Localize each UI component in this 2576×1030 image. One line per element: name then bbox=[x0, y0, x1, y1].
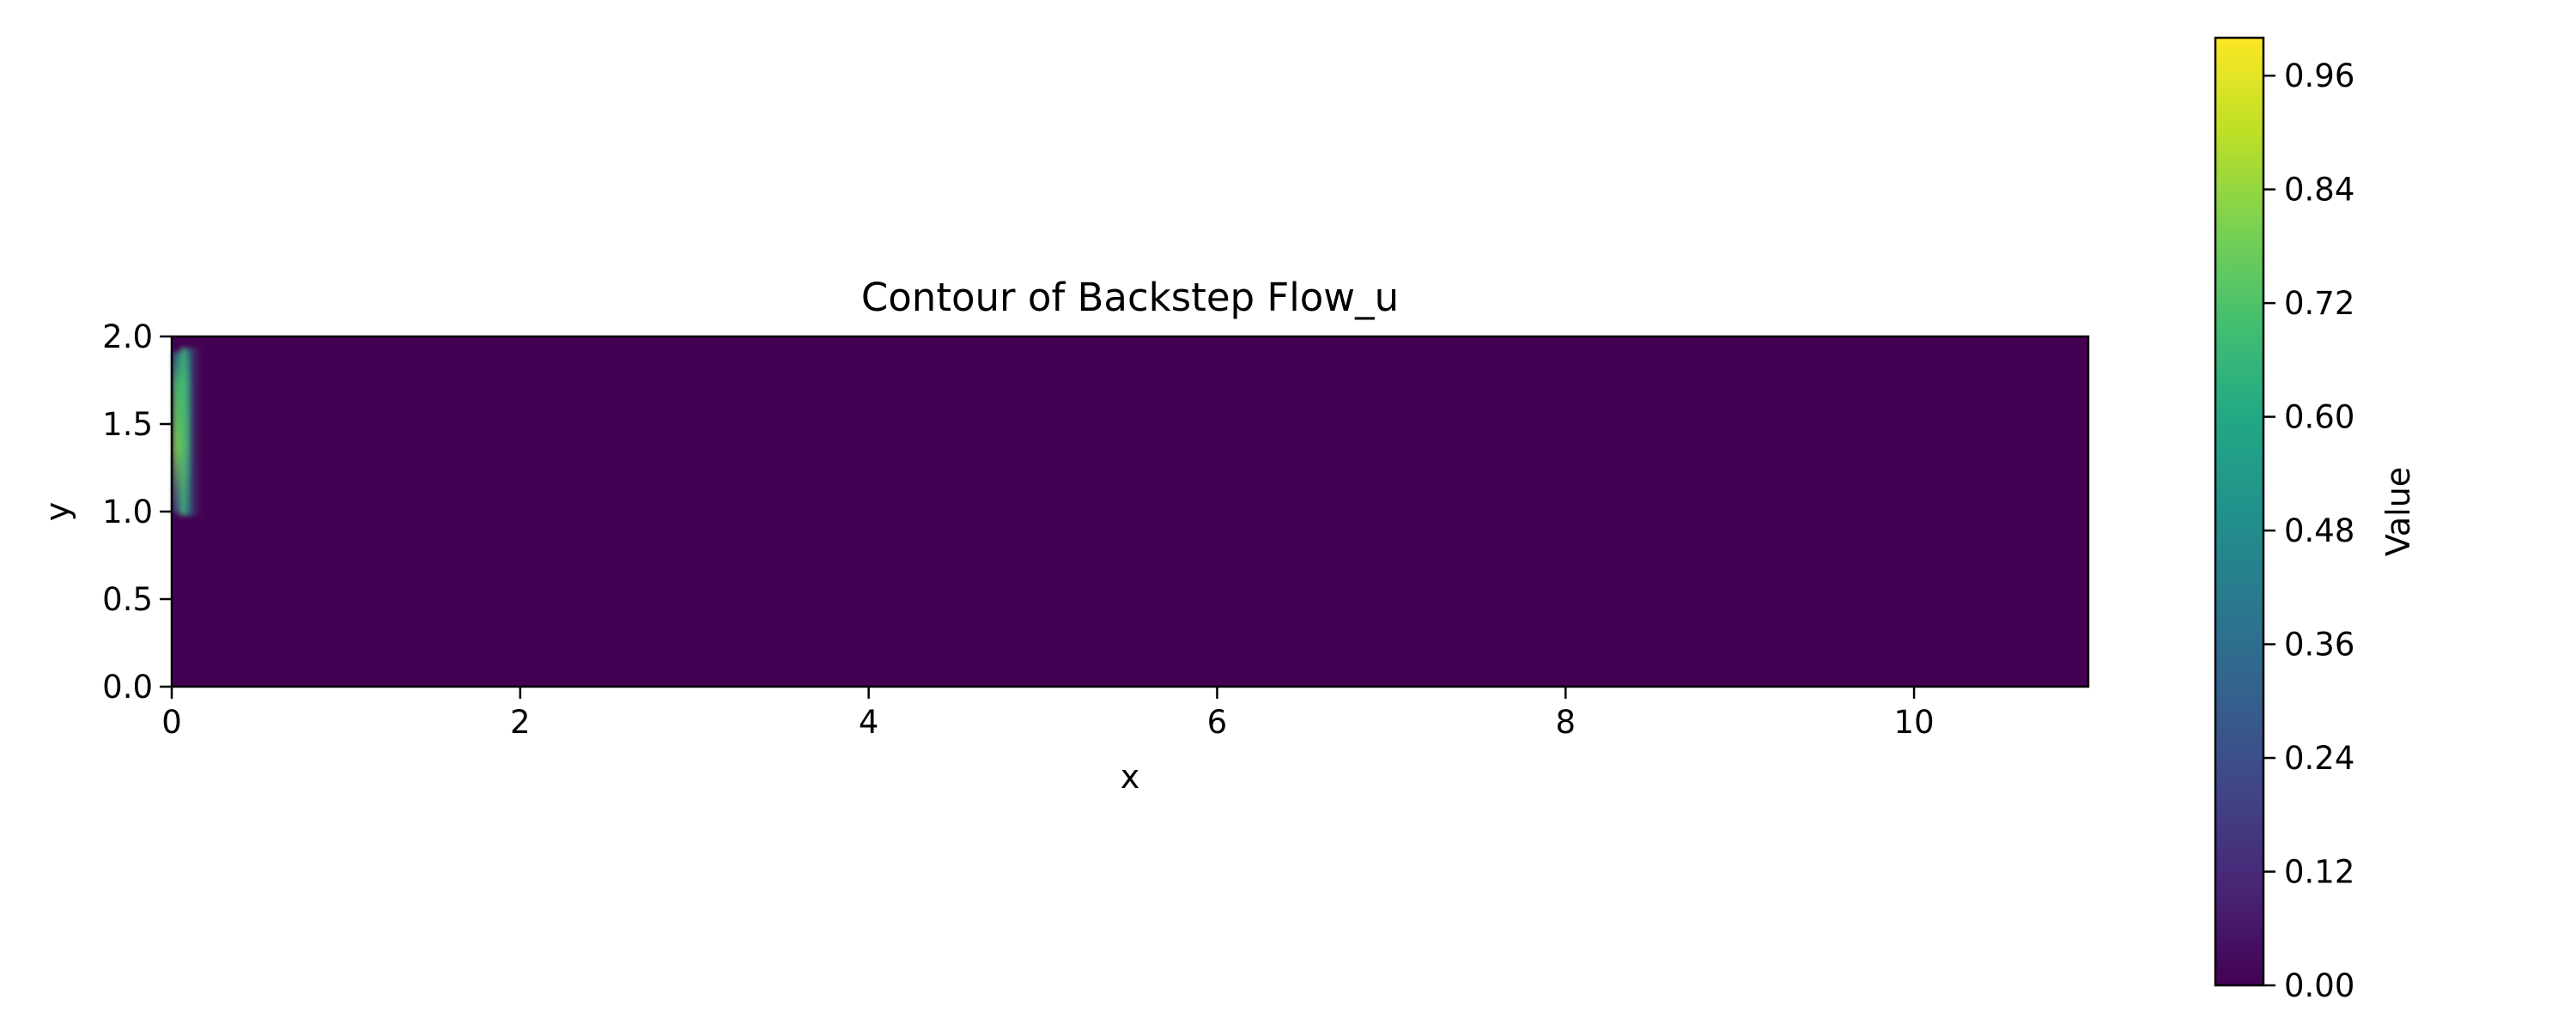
inlet-jet-region bbox=[173, 348, 204, 516]
x-tick-label: 4 bbox=[859, 704, 879, 741]
y-tick-label: 0.5 bbox=[102, 581, 153, 618]
colorbar-tick-label: 0.48 bbox=[2284, 512, 2354, 549]
colorbar-tick-label: 0.72 bbox=[2284, 285, 2354, 322]
x-axis-ticks: 0 2 4 6 8 10 bbox=[161, 687, 1935, 741]
x-tick-label: 2 bbox=[510, 704, 531, 741]
x-tick-label: 0 bbox=[161, 704, 182, 741]
y-axis-ticks: 0.0 0.5 1.0 1.5 2.0 bbox=[102, 318, 172, 706]
x-tick-label: 8 bbox=[1555, 704, 1576, 741]
colorbar-tick-label: 0.36 bbox=[2284, 627, 2354, 663]
colorbar-ticks: 0.00 0.12 0.24 0.36 0.48 0.60 0.72 0.84 0.96 bbox=[2263, 58, 2354, 1004]
colorbar-tick-label: 0.24 bbox=[2284, 740, 2354, 777]
chart-title: Contour of Backstep Flow_u bbox=[861, 275, 1399, 320]
colorbar-tick-label: 0.00 bbox=[2284, 967, 2354, 1004]
colorbar-tick-label: 0.96 bbox=[2284, 58, 2354, 94]
colorbar: 0.00 0.12 0.24 0.36 0.48 0.60 0.72 0.84 0.96 Val… bbox=[2214, 36, 2417, 1004]
plot-area: 0 2 4 6 8 10 0.0 0.5 1.0 1.5 2.0 bbox=[102, 318, 2090, 741]
y-tick-label: 2.0 bbox=[102, 318, 153, 355]
y-tick-label: 0.0 bbox=[102, 669, 153, 706]
inlet-jet-fringe bbox=[180, 348, 204, 516]
y-tick-label: 1.5 bbox=[102, 406, 153, 443]
y-tick-label: 1.0 bbox=[102, 494, 153, 530]
contour-field bbox=[172, 336, 2088, 687]
x-axis-label: x bbox=[1121, 758, 1140, 796]
colorbar-gradient bbox=[2215, 38, 2263, 985]
colorbar-tick-label: 0.60 bbox=[2284, 399, 2354, 436]
x-tick-label: 10 bbox=[1894, 704, 1935, 741]
y-axis-label: y bbox=[39, 502, 76, 522]
x-tick-label: 6 bbox=[1207, 704, 1228, 741]
colorbar-label: Value bbox=[2379, 467, 2417, 556]
colorbar-frame bbox=[2214, 36, 2265, 987]
colorbar-tick-label: 0.12 bbox=[2284, 854, 2354, 891]
colorbar-tick-label: 0.84 bbox=[2284, 172, 2354, 209]
